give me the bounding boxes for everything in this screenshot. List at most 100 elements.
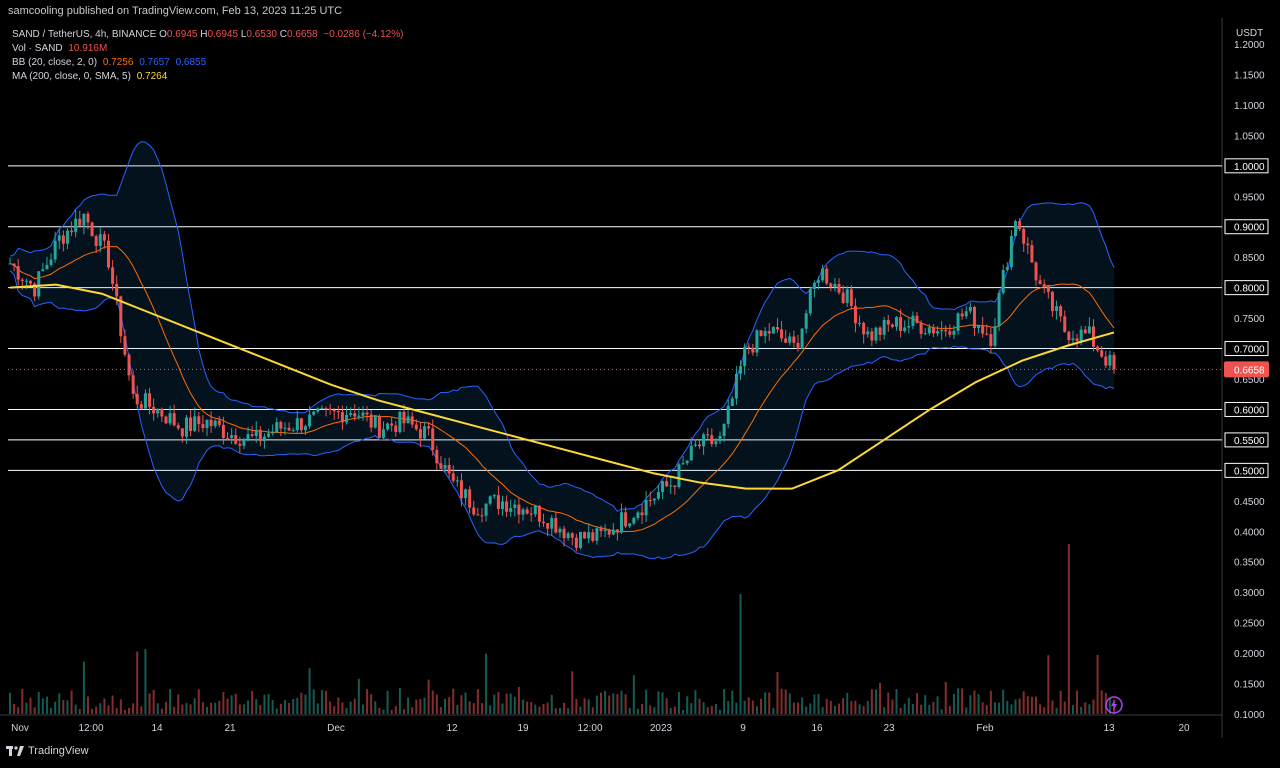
candle-body	[172, 413, 176, 426]
candle-body	[911, 315, 915, 326]
volume-bar	[82, 661, 85, 714]
volume-bar	[164, 701, 167, 714]
candle-body	[1009, 235, 1013, 268]
volume-bar	[862, 706, 865, 714]
volume-bar	[657, 691, 660, 714]
volume-bar	[920, 704, 923, 714]
volume-bar	[661, 692, 664, 714]
level-price-label: 1.0000	[1234, 162, 1265, 173]
candle-body	[123, 336, 127, 355]
volume-bar	[263, 694, 266, 714]
candle-body	[86, 213, 90, 223]
level-price-label: 0.6000	[1234, 405, 1265, 416]
candle-body	[53, 240, 57, 260]
candle-body	[394, 425, 398, 433]
bollinger-lower-line	[9, 270, 1115, 560]
y-tick-label: 1.1000	[1234, 101, 1265, 112]
legend-ohlc-key-o: O	[159, 29, 167, 40]
candle-body	[402, 411, 406, 424]
volume-bar	[316, 703, 319, 714]
volume-bar	[378, 707, 381, 714]
candle-body	[734, 373, 738, 399]
volume-bar	[337, 697, 340, 714]
volume-bar	[616, 694, 619, 714]
volume-bar	[854, 700, 857, 714]
lightning-bolt-icon	[1111, 699, 1117, 711]
volume-bar	[493, 694, 496, 714]
candle-body	[1038, 280, 1042, 285]
candle-body	[328, 408, 332, 410]
volume-bar	[345, 707, 348, 714]
candle-body	[812, 282, 816, 289]
volume-bar	[25, 702, 28, 714]
candle-body	[1018, 221, 1022, 229]
x-tick-label: 21	[224, 723, 236, 734]
candle-body	[583, 531, 587, 539]
level-price-box	[1224, 280, 1269, 296]
candle-body	[418, 429, 422, 439]
volume-bar	[731, 690, 734, 714]
candle-body	[804, 313, 808, 329]
candle-body	[1055, 306, 1059, 312]
volume-bar	[128, 707, 131, 714]
volume-bar	[255, 699, 258, 714]
x-tick-label: 16	[811, 723, 823, 734]
candle-body	[230, 435, 234, 439]
candle-body	[1071, 338, 1075, 341]
candle-body	[439, 463, 443, 469]
volume-bar	[1026, 696, 1029, 714]
legend-bb-upper: 0.7657	[139, 57, 170, 68]
legend-bb-label[interactable]: BB (20, close, 2, 0)	[12, 57, 98, 68]
level-price-label: 0.5000	[1234, 466, 1265, 477]
legend-symbol[interactable]: SAND / TetherUS, 4h, BINANCE	[12, 29, 157, 40]
legend-vol-label[interactable]: Vol · SAND	[12, 43, 63, 54]
candle-body	[500, 501, 504, 509]
candle-body	[1034, 262, 1038, 281]
volume-bar	[173, 706, 176, 714]
candle-body	[410, 416, 414, 425]
volume-bar	[977, 694, 980, 714]
candle-body	[1079, 329, 1083, 342]
volume-bar	[1096, 654, 1099, 714]
level-price-box	[1224, 432, 1269, 448]
legend-ma-label[interactable]: MA (200, close, 0, SMA, 5)	[12, 71, 131, 82]
volume-bar	[575, 698, 578, 714]
volume-bar	[501, 703, 504, 714]
volume-bar	[201, 702, 204, 714]
footer-brand-text[interactable]: TradingView	[28, 745, 89, 757]
volume-bar	[874, 689, 877, 714]
volume-bar	[595, 695, 598, 714]
volume-bar	[686, 696, 689, 714]
volume-bar	[115, 707, 118, 714]
candle-body	[808, 288, 812, 314]
volume-bar	[985, 705, 988, 714]
volume-bar	[160, 708, 163, 714]
candle-body	[1026, 243, 1030, 246]
candle-body	[131, 375, 135, 394]
candle-body	[784, 338, 788, 343]
candle-body	[303, 426, 307, 431]
legend-vol-value: 10.916M	[68, 43, 108, 54]
candle-body	[242, 438, 246, 446]
volume-bar	[460, 695, 463, 714]
candle-body	[377, 415, 381, 438]
candle-body	[1050, 291, 1054, 312]
volume-bar	[870, 689, 873, 714]
legend-ohlc-value-c: 0.6658	[287, 29, 318, 40]
candle-body	[886, 319, 890, 325]
volume-bar	[464, 692, 467, 714]
volume-bar	[895, 689, 898, 714]
candle-body	[496, 495, 500, 509]
volume-bar	[222, 692, 225, 714]
candle-body	[890, 324, 894, 327]
volume-bar	[271, 700, 274, 714]
y-tick-label: 0.3500	[1234, 558, 1265, 569]
candle-body	[714, 441, 718, 445]
bollinger-upper-line	[9, 141, 1115, 513]
bollinger-band-fill	[10, 141, 1114, 559]
volume-bar	[899, 707, 902, 714]
candle-body	[997, 293, 1001, 327]
volume-bar	[961, 688, 964, 714]
candle-body	[1014, 221, 1018, 236]
